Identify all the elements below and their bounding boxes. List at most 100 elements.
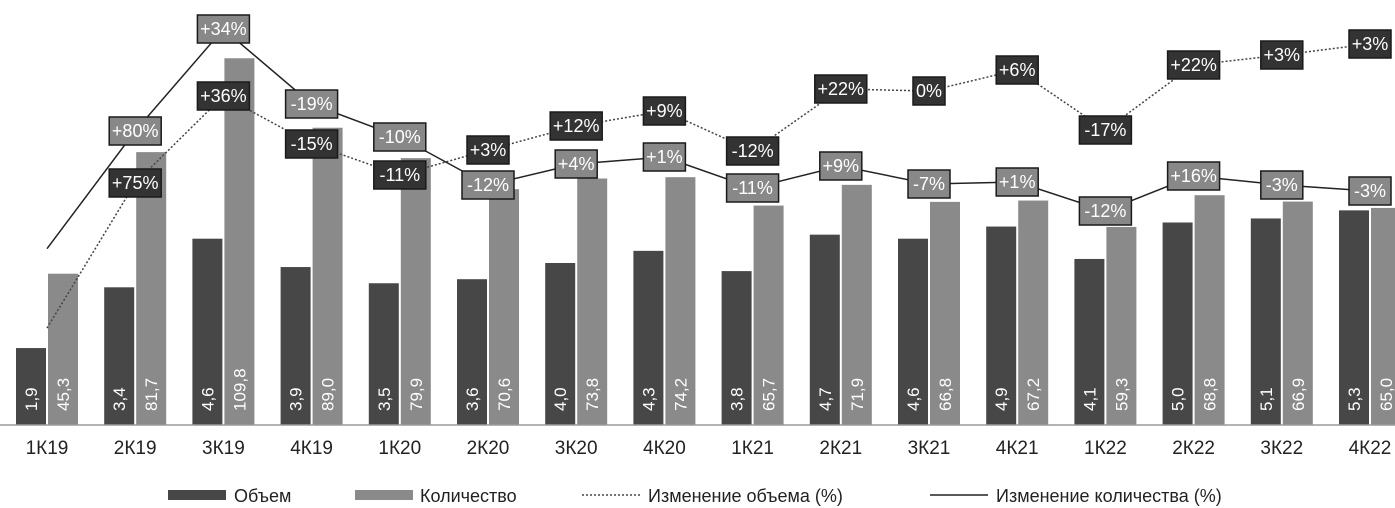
- pct-label-volume-8: -12%: [732, 141, 774, 161]
- pct-label-volume-2-box: [196, 81, 251, 111]
- category-label-6: 3К20: [555, 438, 598, 459]
- bar-quantity-15: [1371, 207, 1395, 425]
- pct-label-quantity-3: -19%: [291, 94, 333, 114]
- percent-labels-layer: +75% +80% +36% +34% -15% -19% -11% -10% +3% -12% +…: [108, 14, 1392, 226]
- value-label-quantity-10: 66,8: [936, 378, 955, 411]
- bar-volume-14: [1250, 218, 1281, 425]
- pct-label-volume-9-box: [814, 74, 868, 104]
- pct-label-volume-15-box: [1348, 29, 1392, 59]
- pct-label-volume-2: +36%: [200, 86, 247, 106]
- pct-label-volume-14: +3%: [1264, 45, 1301, 65]
- category-label-1: 2К19: [114, 438, 157, 459]
- pct-label-volume-13: +22%: [1170, 55, 1217, 75]
- value-label-volume-8: 3,8: [728, 387, 747, 411]
- pct-label-quantity-3-box: [284, 89, 339, 119]
- bar-volume-12: [1074, 258, 1105, 425]
- pct-label-quantity-12: -12%: [1084, 201, 1126, 221]
- category-label-8: 1К21: [731, 438, 774, 459]
- pct-label-volume-5: +3%: [470, 140, 507, 160]
- bar-volume-0: [16, 348, 46, 425]
- pct-label-volume-3-box: [284, 129, 339, 159]
- pct-label-volume-10: 0%: [916, 81, 942, 101]
- category-label-13: 2К22: [1172, 438, 1215, 459]
- pct-label-quantity-15-box: [1348, 176, 1392, 206]
- bar-volume-1: [104, 287, 135, 425]
- pct-label-quantity-15: -3%: [1354, 181, 1386, 201]
- category-label-14: 3К22: [1260, 438, 1303, 459]
- pct-label-quantity-1: +80%: [112, 121, 159, 141]
- category-label-3: 4К19: [290, 438, 333, 459]
- pct-label-quantity-10: -7%: [913, 174, 945, 194]
- bar-quantity-11: [1018, 200, 1049, 425]
- value-label-volume-0: 1,9: [22, 387, 41, 411]
- category-label-0: 1К19: [26, 438, 69, 459]
- bar-quantity-4: [400, 158, 431, 425]
- pct-label-quantity-14-box: [1260, 170, 1304, 200]
- legend-swatch-volume: [168, 490, 226, 500]
- value-label-volume-6: 4,0: [551, 387, 570, 411]
- bar-quantity-12: [1106, 226, 1137, 425]
- lines-layer: [46, 27, 1371, 329]
- value-label-volume-7: 4,3: [639, 387, 658, 411]
- legend-label-volume: Объем: [234, 486, 291, 506]
- pct-label-quantity-1-box: [108, 116, 162, 146]
- legend: Объем Количество Изменение объема (%) Из…: [168, 486, 1222, 506]
- value-label-quantity-6: 73,8: [583, 378, 602, 411]
- bars-layer: [16, 58, 1395, 426]
- pct-label-quantity-5-box: [461, 170, 515, 200]
- value-label-quantity-3: 89,0: [319, 378, 338, 411]
- bar-quantity-13: [1194, 195, 1225, 425]
- line-volume-change: [46, 43, 1371, 329]
- bar-quantity-2: [224, 58, 255, 425]
- pct-label-quantity-13: +16%: [1170, 166, 1217, 186]
- pct-label-quantity-5: -12%: [467, 175, 509, 195]
- bar-quantity-7: [665, 177, 696, 425]
- pct-label-volume-1: +75%: [112, 173, 159, 193]
- pct-label-volume-5-box: [466, 135, 510, 165]
- value-labels-layer: 1,9 45,3 3,4 81,7 4,6 109,8 3,9 89,0 3,5 79,9 3,6 7…: [22, 368, 1395, 411]
- bar-volume-2: [192, 238, 223, 425]
- bar-quantity-6: [577, 178, 608, 425]
- pct-label-volume-14-box: [1260, 40, 1304, 70]
- value-label-volume-13: 5,0: [1169, 387, 1188, 411]
- value-label-quantity-8: 65,7: [760, 378, 779, 411]
- pct-label-volume-12: -17%: [1084, 120, 1126, 140]
- pct-label-volume-7-box: [642, 96, 687, 126]
- pct-label-volume-12-box: [1078, 115, 1133, 145]
- value-label-quantity-9: 71,9: [848, 378, 867, 411]
- bar-volume-6: [545, 263, 576, 425]
- pct-label-volume-10-box: [912, 76, 946, 106]
- value-label-volume-3: 3,9: [287, 387, 306, 411]
- bar-quantity-14: [1282, 201, 1313, 425]
- pct-label-quantity-2-box: [196, 14, 251, 44]
- value-label-volume-11: 4,9: [992, 387, 1011, 411]
- value-label-quantity-14: 66,9: [1289, 378, 1308, 411]
- pct-label-quantity-13-box: [1166, 161, 1221, 191]
- value-label-volume-9: 4,7: [816, 387, 835, 411]
- pct-label-quantity-7-box: [642, 142, 687, 172]
- pct-label-quantity-9-box: [819, 151, 863, 181]
- value-label-volume-2: 4,6: [198, 387, 217, 411]
- category-label-12: 1К22: [1084, 438, 1127, 459]
- bar-volume-9: [809, 234, 840, 425]
- pct-label-volume-13-box: [1166, 50, 1221, 80]
- pct-label-quantity-7: +1%: [646, 147, 683, 167]
- pct-label-volume-4-box: [373, 160, 427, 190]
- value-label-quantity-5: 70,6: [495, 378, 514, 411]
- bar-volume-15: [1339, 210, 1369, 425]
- value-label-quantity-12: 59,3: [1112, 378, 1131, 411]
- pct-label-quantity-12-box: [1078, 196, 1133, 226]
- pct-label-volume-9: +22%: [818, 79, 865, 99]
- value-label-volume-10: 4,6: [904, 387, 923, 411]
- value-label-quantity-4: 79,9: [407, 378, 426, 411]
- legend-swatch-quantity: [355, 490, 413, 500]
- bar-volume-10: [898, 238, 928, 425]
- bar-quantity-0: [48, 273, 78, 425]
- category-label-10: 3К21: [908, 438, 951, 459]
- pct-label-volume-8-box: [725, 136, 780, 166]
- bar-volume-11: [986, 226, 1017, 425]
- value-label-quantity-11: 67,2: [1024, 378, 1043, 411]
- bar-volume-4: [368, 283, 399, 425]
- bar-quantity-9: [841, 184, 872, 425]
